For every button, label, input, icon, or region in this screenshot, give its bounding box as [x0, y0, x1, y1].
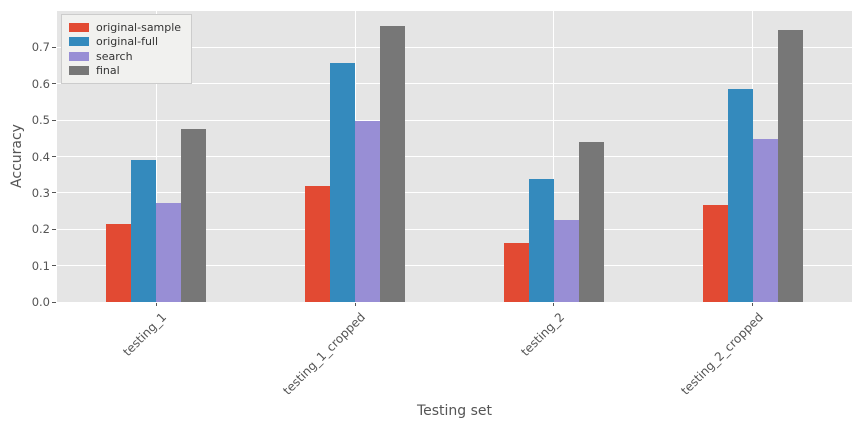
y-tick-mark — [52, 265, 56, 267]
legend-swatch-final — [69, 66, 89, 76]
legend-swatch-original-sample — [69, 22, 89, 32]
legend-label: final — [96, 64, 120, 78]
y-gridline — [57, 46, 852, 48]
bar-original-full-testing_2_cropped — [727, 88, 753, 302]
bar-original-full-testing_1_cropped — [330, 63, 356, 302]
y-tick-label: 0.1 — [31, 258, 50, 273]
y-tick-mark — [52, 46, 56, 48]
legend: original-sample original-full search final — [61, 14, 193, 84]
y-tick-label: 0.5 — [31, 113, 50, 128]
bar-original-sample-testing_1 — [106, 223, 132, 302]
legend-item-original-full: original-full — [69, 35, 181, 50]
y-tick-mark — [52, 301, 56, 303]
bar-final-testing_2_cropped — [777, 29, 803, 302]
bar-original-full-testing_2 — [528, 179, 554, 302]
bar-final-testing_2 — [578, 141, 604, 302]
x-tick-mark — [752, 302, 754, 306]
y-tick-mark — [52, 156, 56, 157]
y-tick-label: 0.6 — [31, 76, 50, 91]
legend-swatch-original-full — [69, 37, 89, 47]
legend-label: original-sample — [96, 20, 182, 34]
y-gridline — [57, 83, 852, 85]
bar-search-testing_1_cropped — [355, 121, 381, 302]
bar-original-sample-testing_2 — [503, 242, 529, 302]
y-tick-label: 0.7 — [31, 40, 50, 55]
legend-item-final: final — [69, 64, 181, 79]
y-gridline — [57, 192, 852, 194]
legend-label: original-full — [96, 35, 159, 49]
y-tick-label: 0.3 — [31, 185, 50, 200]
x-tick-label: testing_2_cropped — [677, 310, 766, 398]
y-gridline — [57, 265, 852, 267]
y-tick-label: 0.2 — [31, 222, 50, 237]
y-tick-mark — [52, 83, 56, 85]
x-gridline — [155, 11, 157, 302]
x-gridline — [553, 11, 555, 302]
x-tick-mark — [354, 302, 356, 306]
y-tick-label: 0.0 — [31, 295, 50, 309]
plot-area: original-sample original-full search final — [57, 11, 852, 303]
y-gridline — [57, 119, 852, 121]
y-tick-mark — [52, 192, 56, 194]
legend-item-search: search — [69, 49, 181, 64]
bar-final-testing_1_cropped — [380, 25, 406, 302]
y-tick-mark — [52, 119, 56, 121]
bar-final-testing_1 — [181, 128, 207, 302]
y-tick-mark — [52, 228, 56, 230]
x-tick-label: testing_1 — [120, 310, 170, 359]
x-tick-label: testing_1_cropped — [280, 310, 369, 398]
legend-swatch-search — [69, 51, 89, 61]
bar-search-testing_2_cropped — [752, 138, 778, 302]
x-tick-mark — [155, 302, 157, 306]
x-axis-label: Testing set — [416, 403, 493, 419]
y-gridline — [57, 156, 852, 157]
x-tick-label: testing_2 — [517, 310, 567, 359]
legend-label: search — [96, 49, 133, 63]
bar-search-testing_1 — [156, 203, 182, 302]
y-gridline — [57, 228, 852, 230]
bar-original-full-testing_1 — [131, 159, 157, 302]
y-tick-label: 0.4 — [31, 149, 50, 164]
y-axis-label: Accuracy — [9, 124, 25, 188]
bar-original-sample-testing_1_cropped — [305, 186, 331, 302]
y-gridline — [57, 301, 852, 303]
bar-search-testing_2 — [553, 219, 579, 302]
legend-item-original-sample: original-sample — [69, 20, 181, 35]
x-tick-mark — [553, 302, 555, 306]
bar-original-sample-testing_2_cropped — [702, 204, 728, 302]
